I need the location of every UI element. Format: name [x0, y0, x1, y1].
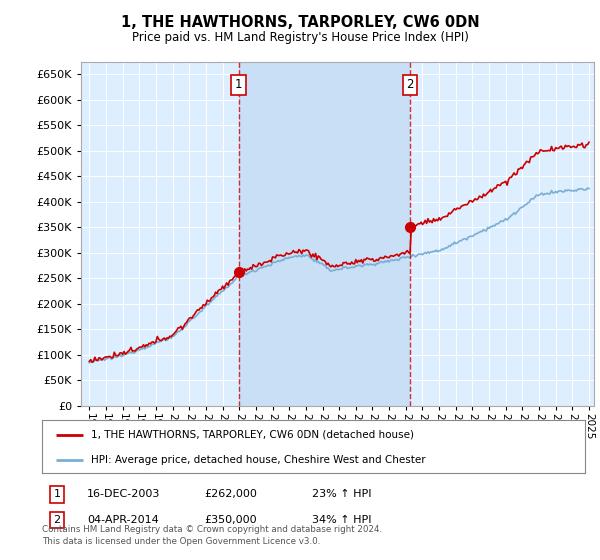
- Text: 1: 1: [235, 78, 242, 91]
- Text: 2: 2: [53, 515, 61, 525]
- Text: 2: 2: [406, 78, 414, 91]
- Text: 04-APR-2014: 04-APR-2014: [87, 515, 159, 525]
- Text: 23% ↑ HPI: 23% ↑ HPI: [312, 489, 371, 500]
- Text: Contains HM Land Registry data © Crown copyright and database right 2024.
This d: Contains HM Land Registry data © Crown c…: [42, 525, 382, 546]
- Text: 1, THE HAWTHORNS, TARPORLEY, CW6 0DN (detached house): 1, THE HAWTHORNS, TARPORLEY, CW6 0DN (de…: [91, 430, 414, 440]
- Text: £350,000: £350,000: [204, 515, 257, 525]
- Text: 16-DEC-2003: 16-DEC-2003: [87, 489, 160, 500]
- Text: Price paid vs. HM Land Registry's House Price Index (HPI): Price paid vs. HM Land Registry's House …: [131, 31, 469, 44]
- Bar: [239, 62, 410, 406]
- Text: HPI: Average price, detached house, Cheshire West and Chester: HPI: Average price, detached house, Ches…: [91, 455, 425, 465]
- Text: 1, THE HAWTHORNS, TARPORLEY, CW6 0DN: 1, THE HAWTHORNS, TARPORLEY, CW6 0DN: [121, 15, 479, 30]
- Text: £262,000: £262,000: [204, 489, 257, 500]
- Text: 34% ↑ HPI: 34% ↑ HPI: [312, 515, 371, 525]
- Text: 1: 1: [53, 489, 61, 500]
